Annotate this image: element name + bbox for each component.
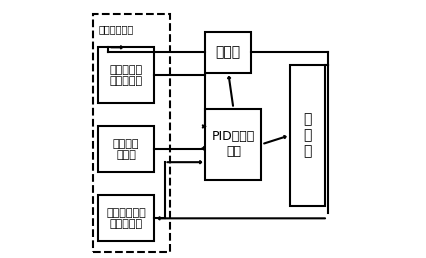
FancyBboxPatch shape [98,195,154,241]
Text: 数据采集模块: 数据采集模块 [98,24,133,34]
FancyBboxPatch shape [205,32,251,73]
FancyBboxPatch shape [205,109,262,180]
FancyBboxPatch shape [98,126,154,172]
Text: 电机转速
传感器: 电机转速 传感器 [113,139,139,160]
Text: 变速箱档位
识别传感器: 变速箱档位 识别传感器 [109,64,143,86]
Text: 变速箱输出端
转速传感器: 变速箱输出端 转速传感器 [106,207,146,229]
Text: PID控制器
模块: PID控制器 模块 [212,130,255,158]
Text: 电磁阀: 电磁阀 [216,45,241,59]
Text: 变
速
箱: 变 速 箱 [303,112,312,159]
FancyBboxPatch shape [98,47,154,103]
FancyBboxPatch shape [290,65,325,206]
